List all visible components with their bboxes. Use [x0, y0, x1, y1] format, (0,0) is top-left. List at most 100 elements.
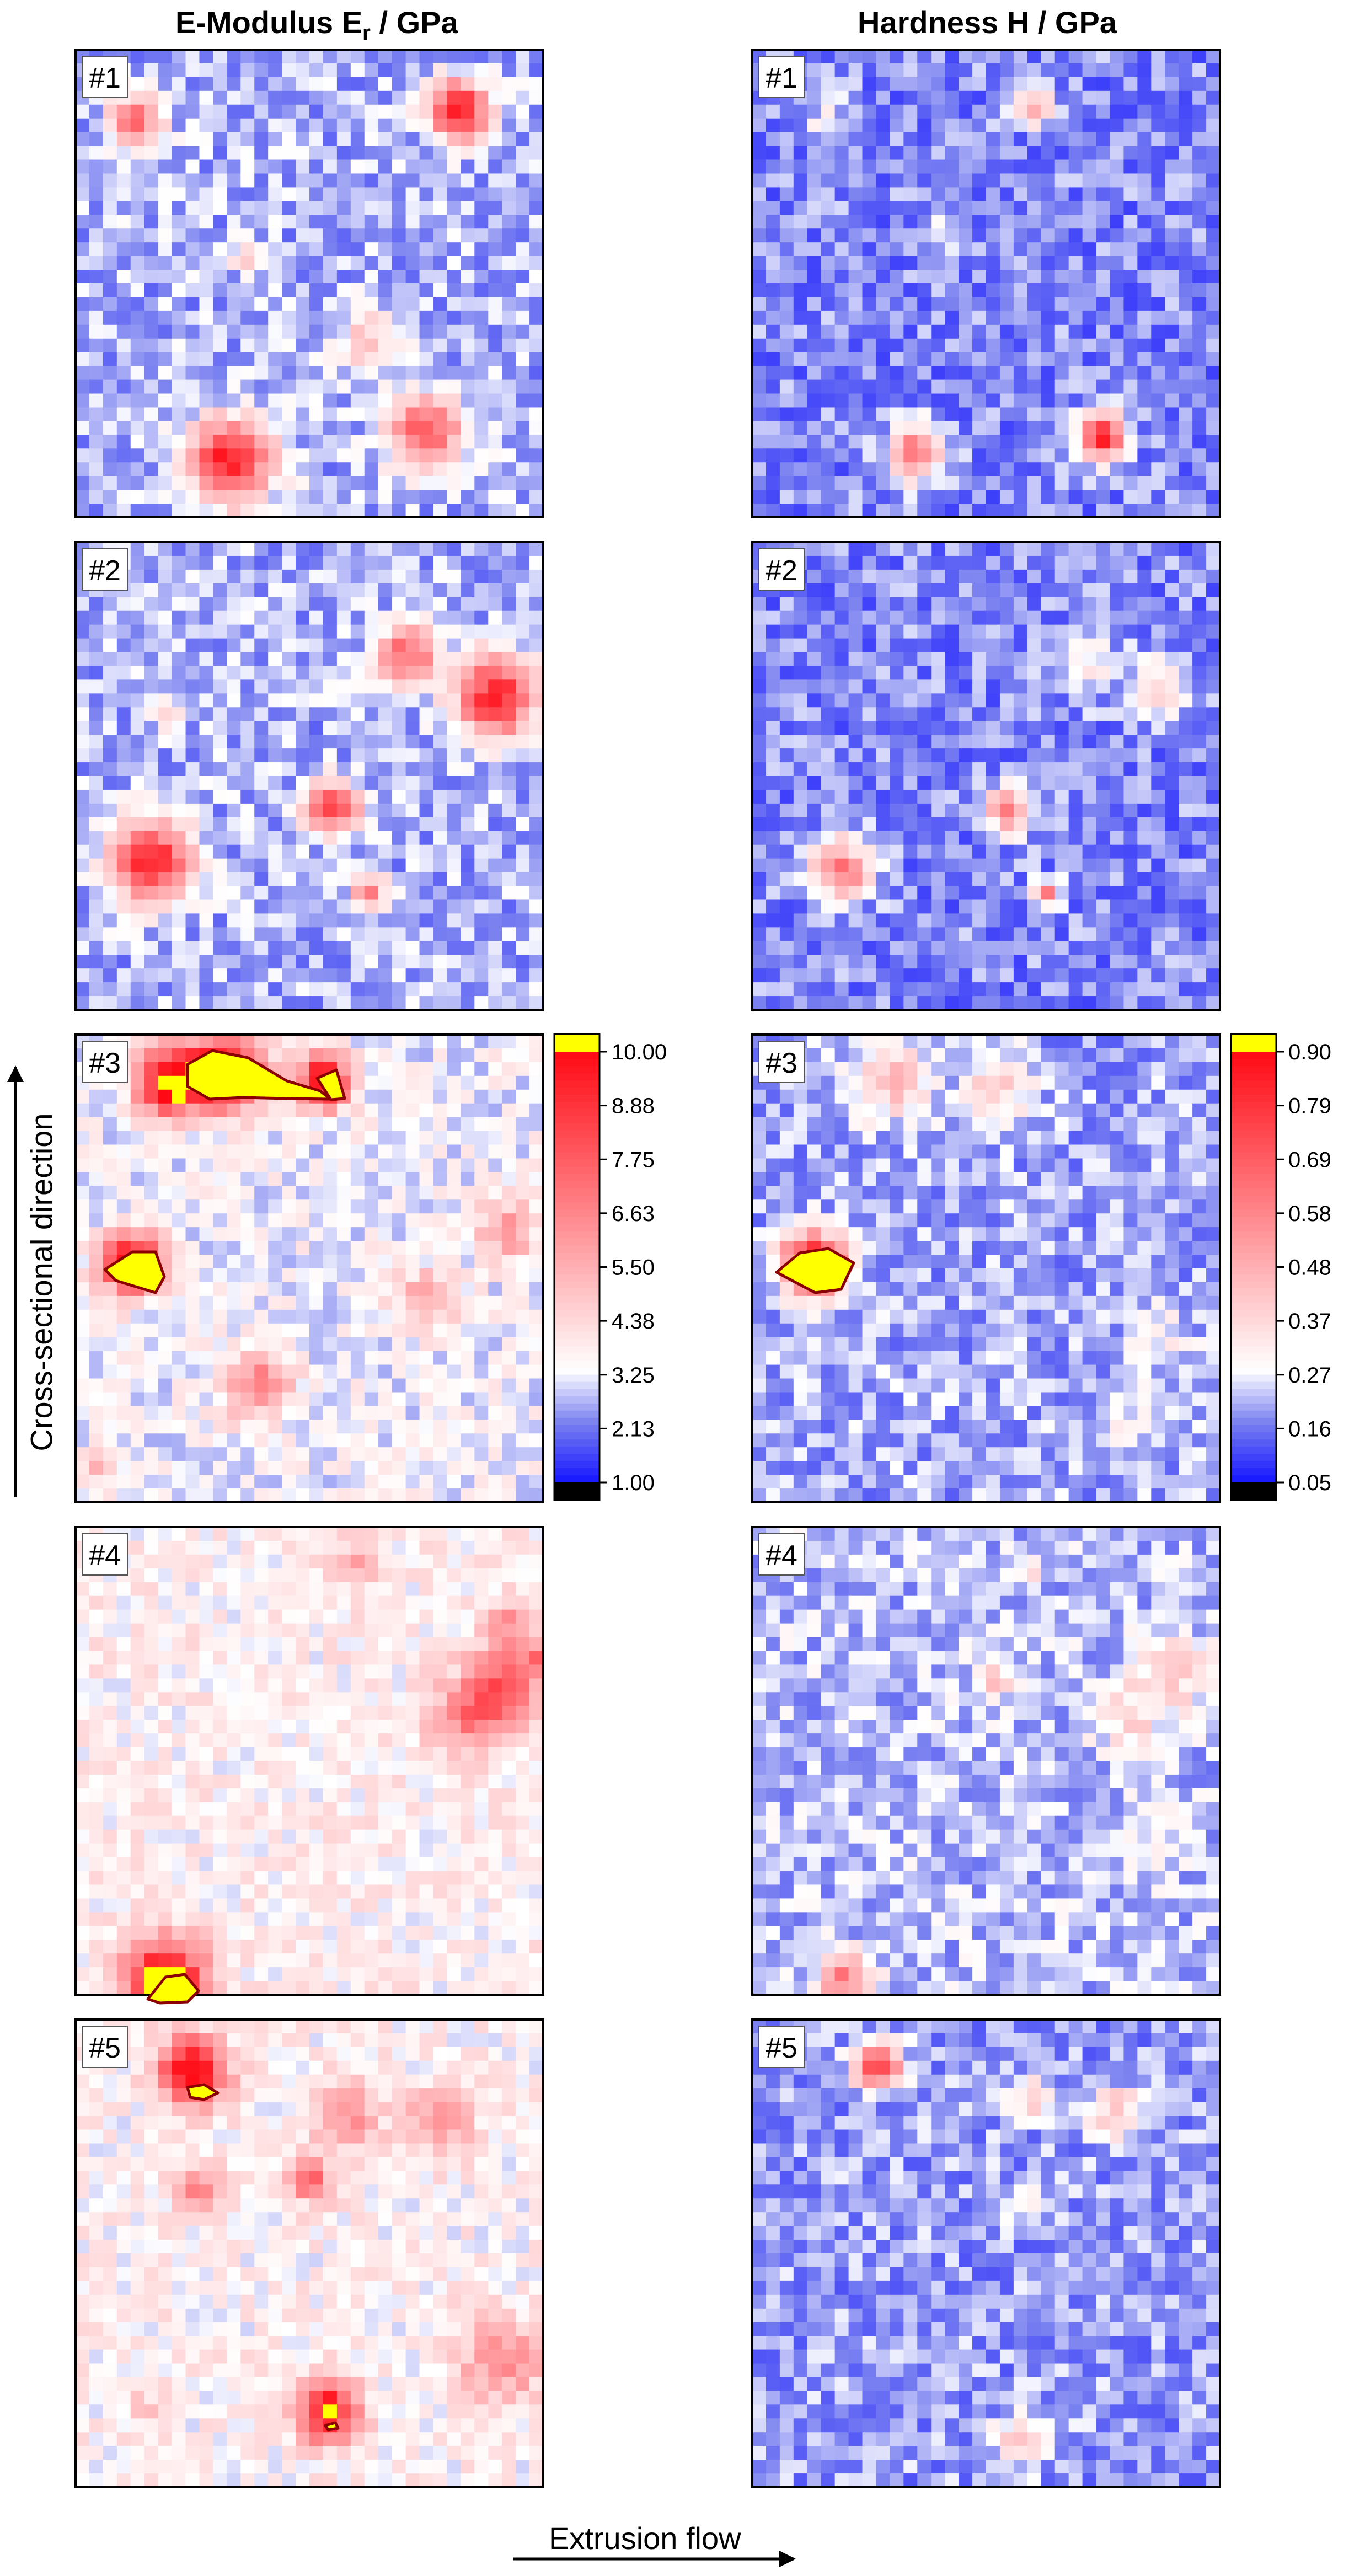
- heatmap-cell: [461, 104, 475, 119]
- heatmap-cell: [461, 2033, 475, 2048]
- heatmap-cell: [392, 789, 406, 804]
- heatmap-cell: [103, 941, 117, 956]
- heatmap-cell: [172, 2047, 186, 2061]
- heatmap-cell: [323, 1609, 338, 1624]
- heatmap-cell: [447, 2088, 462, 2103]
- heatmap-cell: [529, 366, 543, 381]
- heatmap-cell: [405, 1117, 420, 1132]
- heatmap-cell: [350, 1103, 365, 1118]
- heatmap-cell: [254, 831, 269, 845]
- heatmap-cell: [433, 2060, 448, 2075]
- heatmap-cell: [488, 1623, 502, 1638]
- heatmap-cell: [296, 1527, 310, 1541]
- heatmap-cell: [227, 899, 242, 914]
- heatmap-cell: [392, 1815, 406, 1830]
- heatmap-cell: [364, 1255, 379, 1269]
- heatmap-cell: [76, 1720, 90, 1734]
- heatmap-cell: [502, 638, 516, 653]
- heatmap-cell: [130, 941, 145, 956]
- heatmap-cell: [405, 1447, 420, 1461]
- heatmap-cell: [419, 652, 434, 667]
- heatmap-cell: [185, 1144, 200, 1159]
- heatmap-cell: [89, 118, 104, 133]
- heatmap-cell: [461, 448, 475, 463]
- heatmap-cell: [364, 1323, 379, 1338]
- map-label-box: [82, 56, 128, 98]
- heatmap-cell: [172, 352, 186, 367]
- heatmap-cell: [282, 982, 296, 997]
- heatmap-cell: [282, 748, 296, 763]
- heatmap-cell: [254, 1843, 269, 1858]
- heatmap-cell: [516, 2088, 530, 2103]
- heatmap-cell: [447, 476, 462, 490]
- heatmap-cell: [474, 1815, 489, 1830]
- heatmap-cell: [461, 146, 475, 160]
- heatmap-cell: [350, 1447, 365, 1461]
- heatmap-cell: [419, 421, 434, 436]
- heatmap-cell: [336, 1981, 351, 1995]
- heatmap-cell: [392, 555, 406, 570]
- heatmap-cell: [76, 1912, 90, 1927]
- heatmap-cell: [130, 228, 145, 243]
- heatmap-cell: [378, 955, 393, 969]
- heatmap-cell: [378, 2088, 393, 2103]
- heatmap-cell: [516, 407, 530, 422]
- heatmap-cell: [227, 1554, 242, 1569]
- heatmap-cell: [130, 624, 145, 639]
- heatmap-cell: [172, 366, 186, 381]
- heatmap-cell: [296, 1144, 310, 1159]
- heatmap-cell: [240, 721, 255, 735]
- heatmap-cell: [199, 996, 214, 1010]
- heatmap-cell: [144, 803, 159, 818]
- heatmap-cell: [158, 159, 173, 174]
- heatmap-cell: [282, 1158, 296, 1173]
- heatmap-cell: [378, 352, 393, 367]
- heatmap-cell: [240, 968, 255, 983]
- heatmap-cell: [185, 1378, 200, 1393]
- heatmap-cell: [378, 1788, 393, 1803]
- heatmap-cell: [529, 132, 543, 147]
- heatmap-cell: [158, 679, 173, 694]
- heatmap-cell: [405, 1527, 420, 1541]
- heatmap-cell: [144, 1461, 159, 1475]
- heatmap-cell: [516, 1953, 530, 1968]
- heatmap-cell: [199, 504, 214, 517]
- heatmap-cell: [336, 872, 351, 887]
- heatmap-cell: [296, 542, 310, 556]
- heatmap-cell: [282, 1488, 296, 1502]
- heatmap-cell: [502, 679, 516, 694]
- heatmap-cell: [199, 1255, 214, 1269]
- heatmap-cell: [502, 173, 516, 188]
- heatmap-cell: [516, 63, 530, 78]
- heatmap-cell: [296, 1706, 310, 1720]
- heatmap-cell: [144, 2060, 159, 2075]
- heatmap-cell: [130, 146, 145, 160]
- heatmap-cell: [309, 1461, 324, 1475]
- heatmap-cell: [336, 462, 351, 476]
- heatmap-cell: [227, 1720, 242, 1734]
- heatmap-cell: [89, 2129, 104, 2144]
- heatmap-cell: [144, 1172, 159, 1187]
- heatmap-cell: [419, 1158, 434, 1173]
- heatmap-cell: [172, 1351, 186, 1365]
- heatmap-cell: [254, 173, 269, 188]
- heatmap-cell: [336, 1967, 351, 1981]
- heatmap-cell: [419, 1103, 434, 1118]
- heatmap-cell: [213, 1981, 228, 1995]
- heatmap-cell: [116, 228, 131, 243]
- heatmap-cell: [185, 393, 200, 408]
- heatmap-cell: [350, 638, 365, 653]
- heatmap-cell: [309, 132, 324, 147]
- heatmap-cell: [364, 2143, 379, 2158]
- heatmap-cell: [309, 941, 324, 956]
- heatmap-cell: [364, 693, 379, 708]
- heatmap-cell: [419, 1131, 434, 1145]
- heatmap-cell: [268, 1351, 282, 1365]
- heatmap-cell: [240, 886, 255, 901]
- heatmap-cell: [433, 776, 448, 790]
- heatmap-cell: [474, 2060, 489, 2075]
- heatmap-cell: [309, 1433, 324, 1448]
- heatmap-cell: [268, 283, 282, 298]
- heatmap-cell: [76, 1199, 90, 1214]
- heatmap-cell: [89, 927, 104, 942]
